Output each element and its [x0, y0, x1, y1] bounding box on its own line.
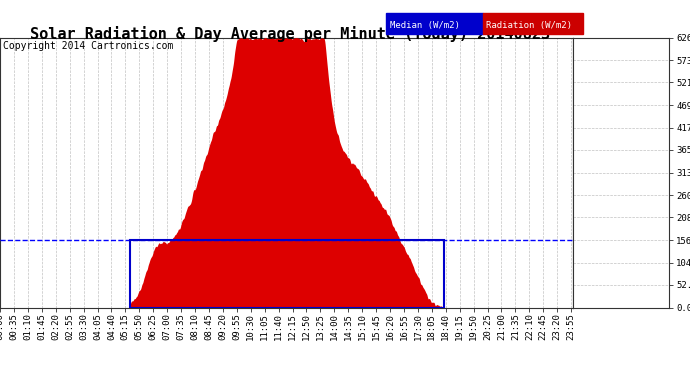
- Text: Solar Radiation & Day Average per Minute (Today) 20140823: Solar Radiation & Day Average per Minute…: [30, 26, 550, 42]
- Text: Copyright 2014 Cartronics.com: Copyright 2014 Cartronics.com: [3, 41, 174, 51]
- Text: Radiation (W/m2): Radiation (W/m2): [486, 21, 573, 30]
- Text: Median (W/m2): Median (W/m2): [390, 21, 460, 30]
- Bar: [130, 240, 444, 308]
